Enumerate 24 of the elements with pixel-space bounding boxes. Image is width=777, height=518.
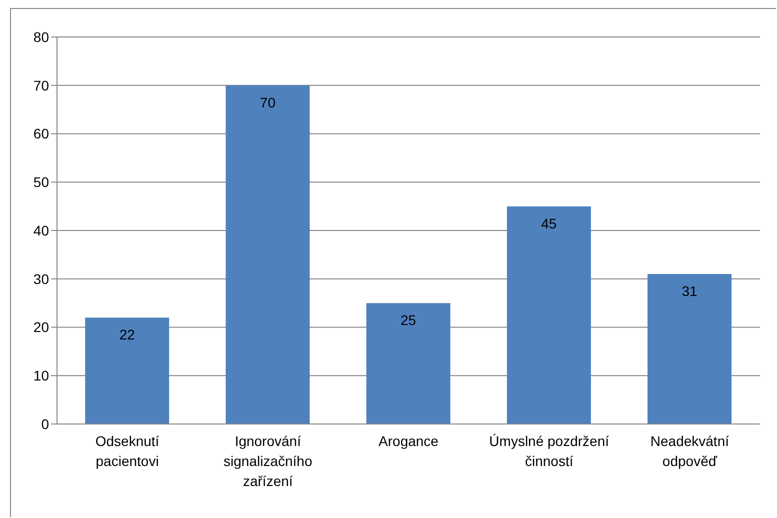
bar xyxy=(366,303,450,424)
y-tick-label: 50 xyxy=(33,174,50,190)
y-tick-label: 10 xyxy=(33,368,50,384)
data-label: 70 xyxy=(260,94,276,110)
y-tick-label: 80 xyxy=(33,28,50,45)
x-tick-label: Arogance xyxy=(378,433,439,449)
data-label: 22 xyxy=(119,326,136,343)
x-tick-label: Neadekvátní odpověď xyxy=(650,433,730,469)
data-label: 25 xyxy=(400,312,416,328)
y-tick-label: 20 xyxy=(33,319,50,336)
y-tick-label: 60 xyxy=(33,126,50,142)
data-label: 31 xyxy=(682,282,698,299)
data-label: 45 xyxy=(541,215,557,232)
y-tick-label: 40 xyxy=(33,222,50,238)
x-tick-label: Odseknutí pacientovi xyxy=(95,433,160,469)
y-tick-label: 30 xyxy=(33,270,50,287)
bar xyxy=(648,274,732,424)
x-tick-label: Úmyslné pozdržení činností xyxy=(489,433,610,469)
x-tick-label: Ignorování signalizačního zařízení xyxy=(224,433,312,489)
bar xyxy=(85,318,170,424)
bar xyxy=(506,206,591,424)
y-tick-label: 70 xyxy=(33,77,50,94)
bar xyxy=(226,85,310,424)
y-tick-label: 0 xyxy=(41,416,50,432)
